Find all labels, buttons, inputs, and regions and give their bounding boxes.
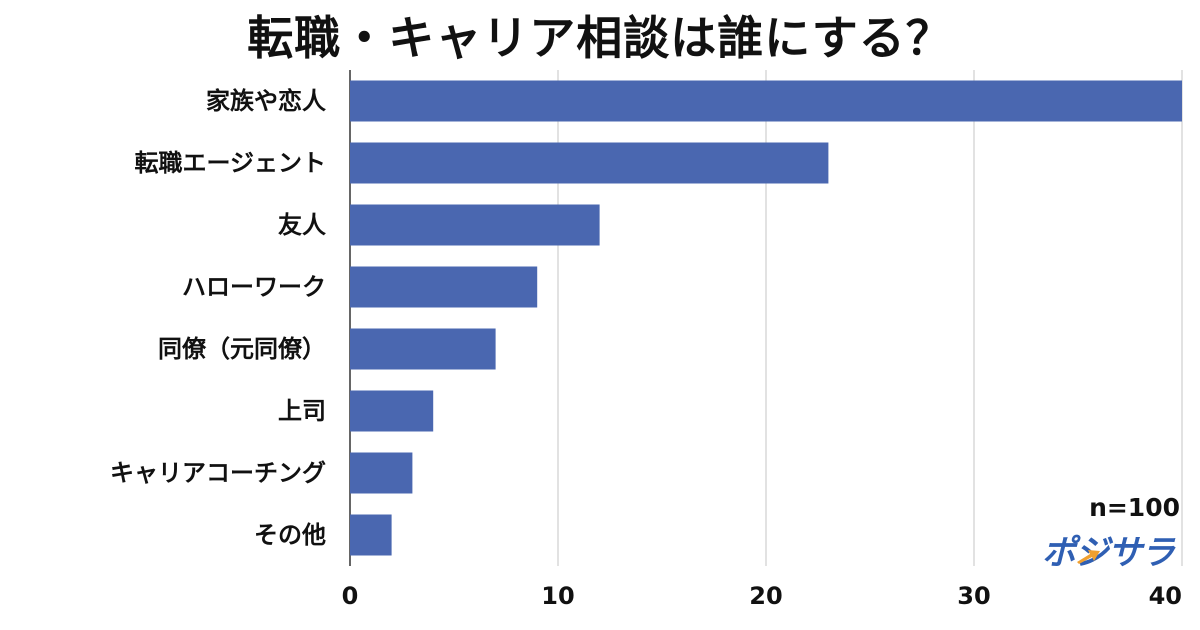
bar [350, 142, 829, 184]
x-tick-label: 0 [342, 582, 359, 610]
x-tick-label: 40 [1149, 582, 1182, 610]
x-tick-label: 20 [749, 582, 782, 610]
category-label: 転職エージェント [134, 149, 326, 177]
category-label: 友人 [278, 211, 326, 239]
brand-logo: ポジサラ [1042, 533, 1175, 573]
tick-labels: 0 10 20 30 40 [342, 582, 1182, 610]
bar [350, 204, 600, 246]
sample-size-label: n=100 [1089, 493, 1180, 522]
category-label: ハローワーク [182, 273, 326, 301]
category-label: 上司 [278, 397, 326, 425]
bar [350, 328, 496, 370]
bar [350, 390, 434, 432]
bars [350, 80, 1182, 556]
logo-arrow-icon [1077, 550, 1100, 564]
bar [350, 80, 1182, 122]
category-label: キャリアコーチング [110, 459, 326, 487]
x-tick-label: 10 [541, 582, 574, 610]
category-label: 家族や恋人 [206, 87, 326, 115]
bar [350, 514, 392, 556]
category-label: その他 [254, 521, 326, 549]
category-label: 同僚（元同僚） [158, 335, 326, 363]
x-tick-label: 30 [957, 582, 990, 610]
chart-title: 転職・キャリア相談は誰にする？ [247, 11, 953, 65]
bar [350, 452, 413, 494]
bar [350, 266, 538, 308]
